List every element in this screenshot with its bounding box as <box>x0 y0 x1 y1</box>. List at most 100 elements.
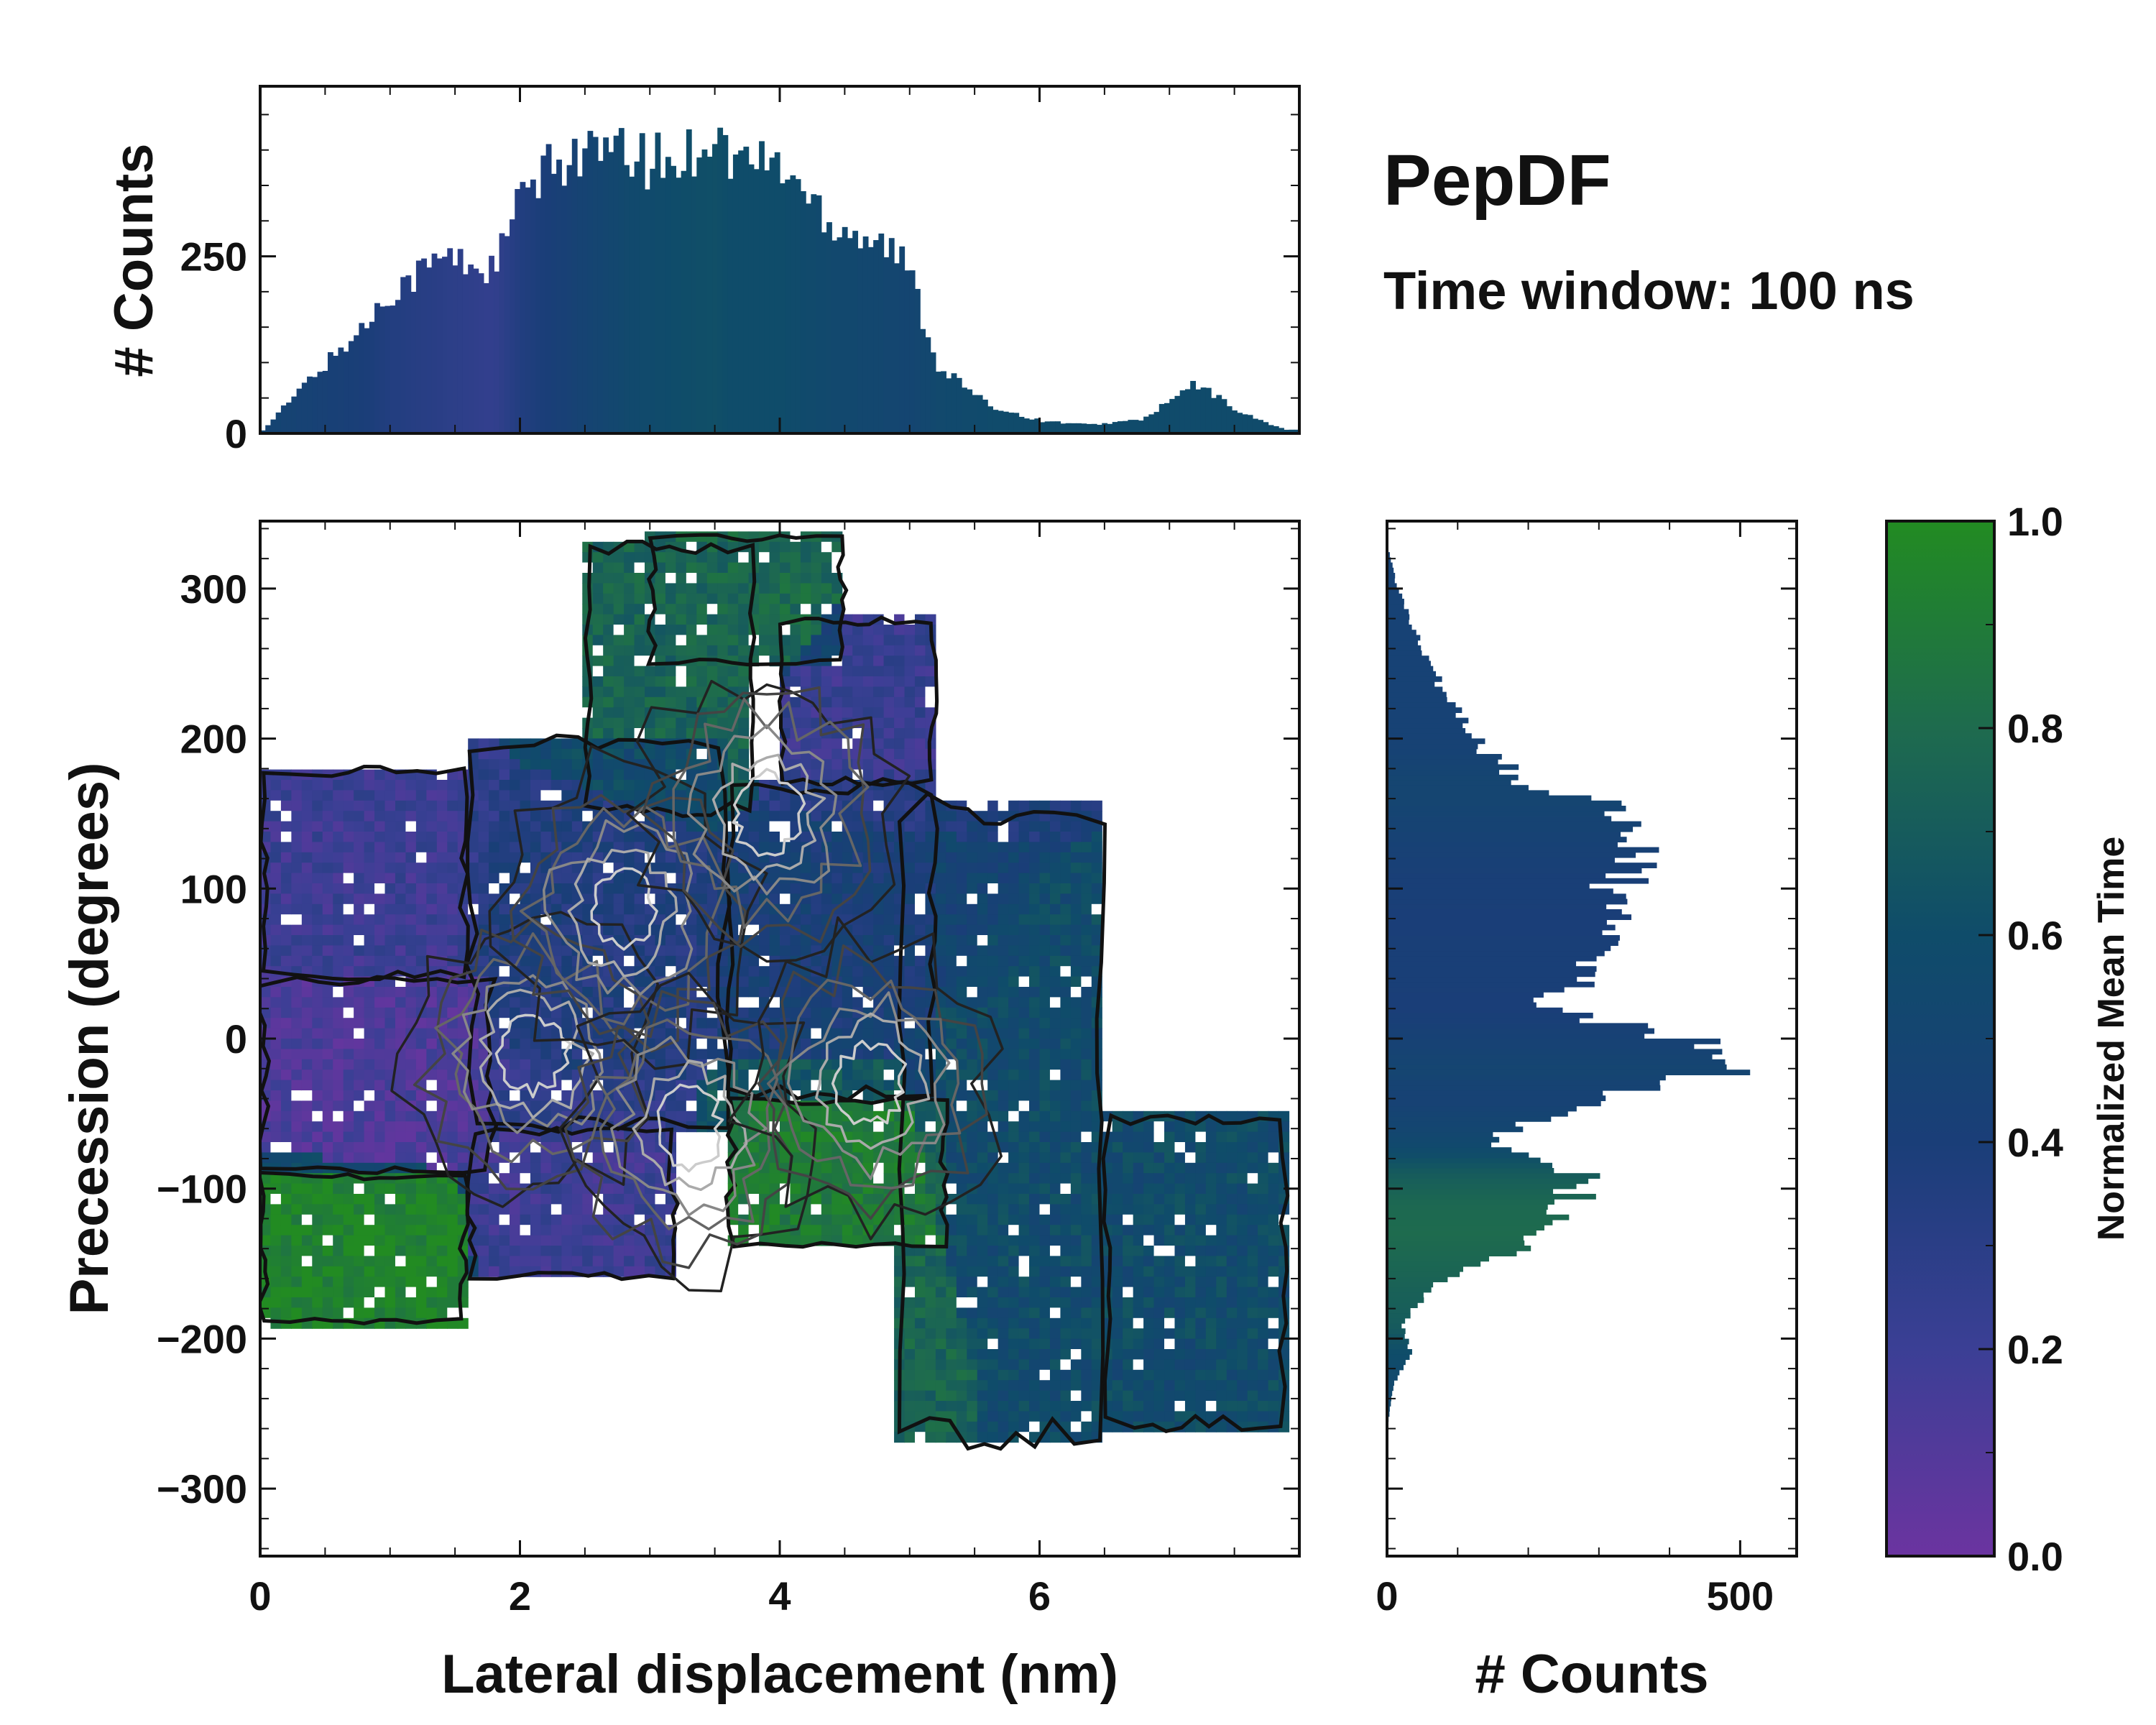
heatmap-cell <box>603 573 614 584</box>
heatmap-cell <box>904 1194 916 1205</box>
heatmap-cell <box>904 666 916 677</box>
heatmap-cell <box>415 1214 427 1225</box>
heatmap-cell <box>354 811 365 822</box>
heatmap-cell <box>603 593 614 604</box>
heatmap-cell <box>686 821 697 832</box>
heatmap-empty-cell <box>977 935 988 946</box>
heatmap-cell <box>613 1246 625 1256</box>
heatmap-cell <box>489 842 500 853</box>
top-histogram-bar <box>888 238 895 433</box>
heatmap-cell <box>1039 1297 1051 1308</box>
heatmap-cell <box>510 1225 521 1236</box>
heatmap-cell <box>1029 1007 1041 1018</box>
heatmap-cell <box>405 997 417 1008</box>
heatmap-cell <box>1018 1049 1030 1060</box>
heatmap-cell <box>291 1183 303 1195</box>
heatmap-cell <box>354 1152 365 1164</box>
heatmap-cell <box>333 1152 344 1164</box>
heatmap-cell <box>270 842 282 853</box>
heatmap-cell <box>343 1152 354 1164</box>
heatmap-cell <box>645 717 656 729</box>
top-histogram-bar <box>1226 406 1233 433</box>
heatmap-cell <box>384 1049 396 1060</box>
heatmap-cell <box>645 696 656 708</box>
heatmap-cell <box>415 1049 427 1060</box>
heatmap-cell <box>384 903 396 915</box>
heatmap-cell <box>354 832 365 842</box>
heatmap-cell <box>998 997 1009 1008</box>
heatmap-empty-cell <box>354 1183 365 1195</box>
heatmap-cell <box>613 1183 625 1195</box>
heatmap-cell <box>415 1183 427 1195</box>
heatmap-cell <box>686 924 697 936</box>
heatmap-cell <box>925 1317 936 1329</box>
heatmap-cell <box>935 842 946 853</box>
heatmap-cell <box>624 686 635 698</box>
heatmap-cell <box>280 1070 292 1081</box>
heatmap-cell <box>260 1152 272 1164</box>
heatmap-cell <box>457 1317 469 1329</box>
heatmap-cell <box>925 832 936 842</box>
heatmap-cell <box>624 573 635 584</box>
heatmap-cell <box>998 1110 1009 1122</box>
heatmap-cell <box>967 1411 978 1422</box>
heatmap-cell <box>946 1276 957 1288</box>
heatmap-cell <box>914 1183 926 1195</box>
heatmap-cell <box>780 1152 791 1164</box>
heatmap-cell <box>343 1266 354 1277</box>
heatmap-cell <box>561 1090 573 1101</box>
heatmap-cell <box>384 1028 396 1039</box>
heatmap-cell <box>603 914 614 926</box>
heatmap-cell <box>1008 1162 1020 1174</box>
heatmap-cell <box>935 1380 946 1392</box>
heatmap-cell <box>998 1007 1009 1018</box>
top-histogram-bar <box>379 306 386 433</box>
heatmap-cell <box>1049 842 1061 853</box>
heatmap-cell <box>1060 1080 1072 1091</box>
heatmap-cell <box>510 1110 521 1122</box>
heatmap-cell <box>260 997 272 1008</box>
heatmap-cell <box>540 966 552 978</box>
heatmap-cell <box>603 759 614 770</box>
heatmap-cell <box>998 893 1009 905</box>
heatmap-cell <box>956 1173 967 1184</box>
heatmap-cell <box>1049 945 1061 957</box>
heatmap-cell <box>582 1204 594 1215</box>
heatmap-cell <box>800 645 811 656</box>
heatmap-empty-cell <box>1049 1246 1061 1256</box>
heatmap-cell <box>333 1307 344 1319</box>
heatmap-cell <box>1039 1059 1051 1070</box>
heatmap-cell <box>665 666 676 677</box>
heatmap-cell <box>1039 955 1051 967</box>
heatmap-cell <box>831 997 843 1008</box>
heatmap-cell <box>354 1235 365 1246</box>
heatmap-cell <box>415 862 427 874</box>
heatmap-cell <box>322 1039 333 1049</box>
top-histogram-bar <box>462 274 469 433</box>
heatmap-cell <box>1049 1266 1061 1277</box>
heatmap-cell <box>1049 1204 1061 1215</box>
heatmap-cell <box>603 1194 614 1205</box>
heatmap-cell <box>842 1039 853 1049</box>
heatmap-cell <box>561 769 573 781</box>
heatmap-cell <box>914 1256 926 1267</box>
heatmap-cell <box>956 1028 967 1039</box>
heatmap-cell <box>478 780 489 791</box>
heatmap-cell <box>914 1349 926 1360</box>
heatmap-cell <box>603 656 614 667</box>
heatmap-cell <box>374 1049 386 1060</box>
heatmap-cell <box>852 666 864 677</box>
heatmap-cell <box>914 862 926 874</box>
heatmap-cell <box>592 573 604 584</box>
heatmap-cell <box>904 656 916 667</box>
heatmap-cell <box>499 1256 510 1267</box>
heatmap-cell <box>301 1152 313 1164</box>
heatmap-cell <box>676 552 687 564</box>
heatmap-cell <box>1049 873 1061 884</box>
heatmap-cell <box>800 1131 811 1143</box>
heatmap-cell <box>925 1256 936 1267</box>
heatmap-cell <box>582 1235 594 1246</box>
top-histogram-bar <box>400 277 407 433</box>
heatmap-cell <box>998 1090 1009 1101</box>
heatmap-cell <box>967 945 978 957</box>
